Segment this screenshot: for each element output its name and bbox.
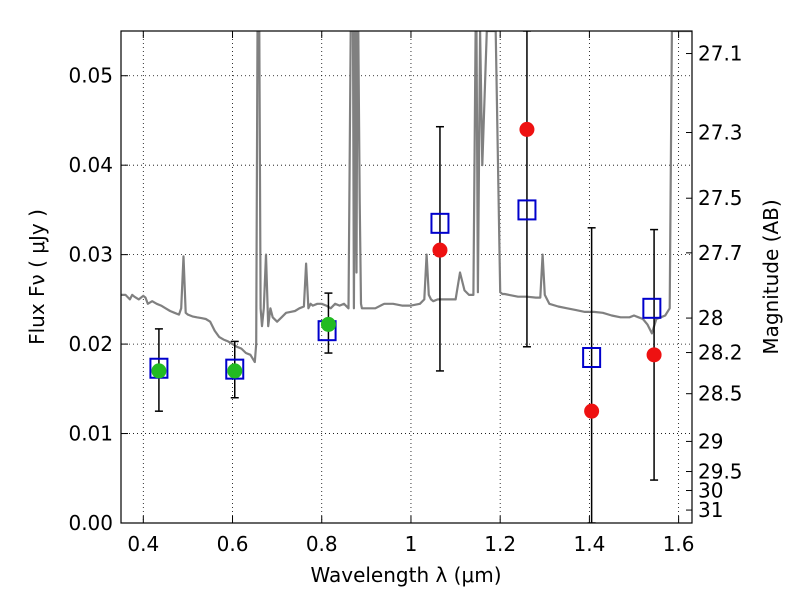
y-tick-label: 0.02 — [68, 332, 113, 356]
y2-tick-label: 29.5 — [698, 460, 743, 484]
y2-tick-label: 27.7 — [698, 241, 743, 265]
y-tick-label: 0.03 — [68, 243, 113, 267]
observed-flux-point — [432, 242, 448, 258]
x-tick-label: 0.4 — [127, 532, 159, 556]
y-tick-label: 0.00 — [68, 511, 113, 535]
y2-tick-label: 28.5 — [698, 382, 743, 406]
axis-ticks: 0.4 0.6 0.8 1 1.2 1.4 1.6 0.00 0.01 0.02 0.03 0.04 0… — [68, 31, 743, 556]
y2-tick-label: 31 — [698, 498, 723, 522]
y-tick-label: 0.04 — [68, 153, 113, 177]
y-tick-label: 0.05 — [68, 64, 113, 88]
plot-frame — [120, 30, 693, 524]
model-flux-square — [642, 297, 662, 319]
y2-tick-label: 29 — [698, 429, 723, 453]
x-tick-label: 1 — [405, 532, 418, 556]
x-tick-label: 0.8 — [306, 532, 338, 556]
x-tick-label: 1.4 — [573, 532, 605, 556]
model-flux-square — [582, 347, 602, 369]
y2-tick-label: 28 — [698, 306, 723, 330]
x-tick-label: 1.2 — [484, 532, 516, 556]
model-flux-square — [225, 358, 245, 380]
model-flux-square — [430, 212, 450, 234]
y2-tick-label: 28.2 — [698, 341, 743, 365]
y2-tick-label: 27.1 — [698, 42, 743, 66]
observed-flux-point — [227, 363, 243, 379]
model-flux-square — [517, 199, 537, 221]
y2-axis-label: Magnitude (AB) — [759, 199, 783, 354]
data-layer — [121, 31, 692, 523]
y2-tick-label: 30 — [698, 479, 723, 503]
y2-tick-label: 27.5 — [698, 186, 743, 210]
y2-tick-label: 27.3 — [698, 121, 743, 145]
x-tick-label: 1.6 — [663, 532, 695, 556]
x-axis-label: Wavelength λ (μm) — [310, 563, 501, 587]
y-tick-label: 0.01 — [68, 422, 113, 446]
observed-flux-point — [646, 347, 662, 363]
x-tick-label: 0.6 — [217, 532, 249, 556]
plot-background — [121, 31, 692, 523]
observed-flux-point — [519, 121, 535, 137]
y-axis-label: Flux Fν ( μJy ) — [25, 209, 49, 345]
observed-flux-point — [584, 403, 600, 419]
model-spectrum-line — [121, 31, 692, 364]
observed-flux-point — [151, 363, 167, 379]
observed-flux-point — [320, 316, 336, 332]
